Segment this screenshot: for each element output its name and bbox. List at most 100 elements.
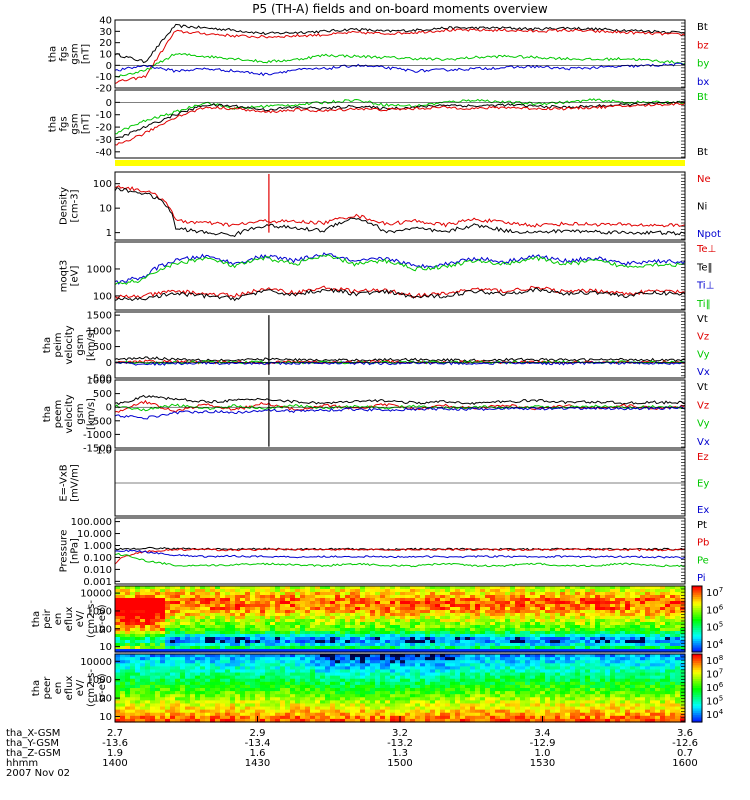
spectrogram-cell	[505, 649, 511, 653]
spectrogram-cell	[550, 666, 556, 671]
spectrogram-cell	[295, 586, 301, 590]
spectrogram-cell	[290, 706, 296, 711]
spectrogram-cell	[160, 610, 166, 614]
spectrogram-cell	[605, 694, 611, 698]
spectrogram-cell	[630, 718, 636, 723]
spectrogram-cell	[365, 697, 371, 701]
spectrogram-cell	[135, 625, 141, 629]
spectrogram-cell	[605, 703, 611, 708]
spectrogram-cell	[605, 669, 611, 674]
spectrogram-cell	[495, 688, 501, 692]
spectrogram-cell	[460, 601, 466, 605]
spectrogram-cell	[485, 694, 491, 698]
spectrogram-cell	[580, 616, 586, 620]
spectrogram-cell	[385, 675, 391, 680]
panel-4-background	[115, 242, 685, 310]
panel-5-background	[115, 312, 685, 378]
spectrogram-cell	[640, 666, 646, 671]
spectrogram-cell	[340, 666, 346, 671]
spectrogram-cell	[380, 640, 386, 644]
spectrogram-cell	[130, 709, 136, 714]
spectrogram-cell	[245, 619, 251, 623]
spectrogram-cell	[670, 643, 676, 647]
spectrogram-cell	[565, 678, 571, 683]
spectrogram-cell	[205, 643, 211, 647]
spectrogram-cell	[450, 718, 456, 723]
spectrogram-cell	[165, 691, 171, 695]
spectrogram-cell	[395, 589, 401, 593]
spectrogram-cell	[415, 672, 421, 677]
spectrogram-cell	[245, 613, 251, 617]
spectrogram-cell	[285, 700, 291, 705]
spectrogram-cell	[400, 643, 406, 647]
spectrogram-cell	[285, 660, 291, 664]
spectrogram-cell	[355, 663, 361, 667]
spectrogram-cell	[235, 657, 241, 661]
spectrogram-cell	[590, 631, 596, 635]
spectrogram-cell	[455, 681, 461, 686]
spectrogram-cell	[450, 669, 456, 674]
spectrogram-cell	[675, 592, 681, 596]
spectrogram-cell	[125, 613, 131, 617]
spectrogram-cell	[495, 619, 501, 623]
spectrogram-cell	[125, 586, 131, 590]
spectrogram-cell	[215, 715, 221, 720]
spectrogram-cell	[140, 688, 146, 692]
spectrogram-cell	[535, 700, 541, 705]
spectrogram-cell	[175, 718, 181, 723]
spectrogram-cell	[285, 637, 291, 641]
spectrogram-cell	[415, 631, 421, 635]
spectrogram-cell	[365, 706, 371, 711]
spectrogram-cell	[230, 601, 236, 605]
spectrogram-cell	[170, 589, 176, 593]
spectrogram-cell	[550, 654, 556, 658]
spectrogram-cell	[385, 589, 391, 593]
spectrogram-cell	[495, 657, 501, 661]
spectrogram-cell	[390, 610, 396, 614]
spectrogram-cell	[505, 691, 511, 695]
spectrogram-cell	[250, 649, 256, 653]
spectrogram-cell	[385, 634, 391, 638]
spectrogram-cell	[380, 691, 386, 695]
spectrogram-cell	[385, 646, 391, 650]
spectrogram-cell	[595, 628, 601, 632]
spectrogram-cell	[315, 669, 321, 674]
spectrogram-cell	[675, 631, 681, 635]
spectrogram-cell	[400, 697, 406, 701]
spectrogram-cell	[165, 715, 171, 720]
spectrogram-cell	[200, 675, 206, 680]
spectrogram-cell	[490, 709, 496, 714]
spectrogram-cell	[230, 604, 236, 608]
spectrogram-cell	[275, 694, 281, 698]
spectrogram-cell	[405, 700, 411, 705]
spectrogram-cell	[120, 681, 126, 686]
spectrogram-cell	[225, 657, 231, 661]
spectrogram-cell	[440, 586, 446, 590]
spectrogram-cell	[335, 637, 341, 641]
spectrogram-cell	[300, 604, 306, 608]
spectrogram-cell	[525, 663, 531, 667]
spectrogram-cell	[495, 637, 501, 641]
spectrogram-cell	[455, 709, 461, 714]
spectrogram-cell	[145, 598, 151, 602]
spectrogram-cell	[320, 681, 326, 686]
spectrogram-cell	[385, 604, 391, 608]
spectrogram-cell	[370, 634, 376, 638]
spectrogram-cell	[230, 697, 236, 701]
spectrogram-cell	[380, 706, 386, 711]
spectrogram-cell	[560, 666, 566, 671]
spectrogram-cell	[435, 601, 441, 605]
spectrogram-cell	[285, 595, 291, 599]
spectrogram-cell	[380, 631, 386, 635]
spectrogram-cell	[275, 718, 281, 723]
spectrogram-cell	[580, 672, 586, 677]
spectrogram-cell	[645, 634, 651, 638]
spectrogram-cell	[640, 649, 646, 653]
spectrogram-cell	[385, 598, 391, 602]
spectrogram-cell	[155, 694, 161, 698]
spectrogram-cell	[575, 595, 581, 599]
spectrogram-cell	[600, 657, 606, 661]
spectrogram-cell	[165, 589, 171, 593]
spectrogram-cell	[125, 601, 131, 605]
